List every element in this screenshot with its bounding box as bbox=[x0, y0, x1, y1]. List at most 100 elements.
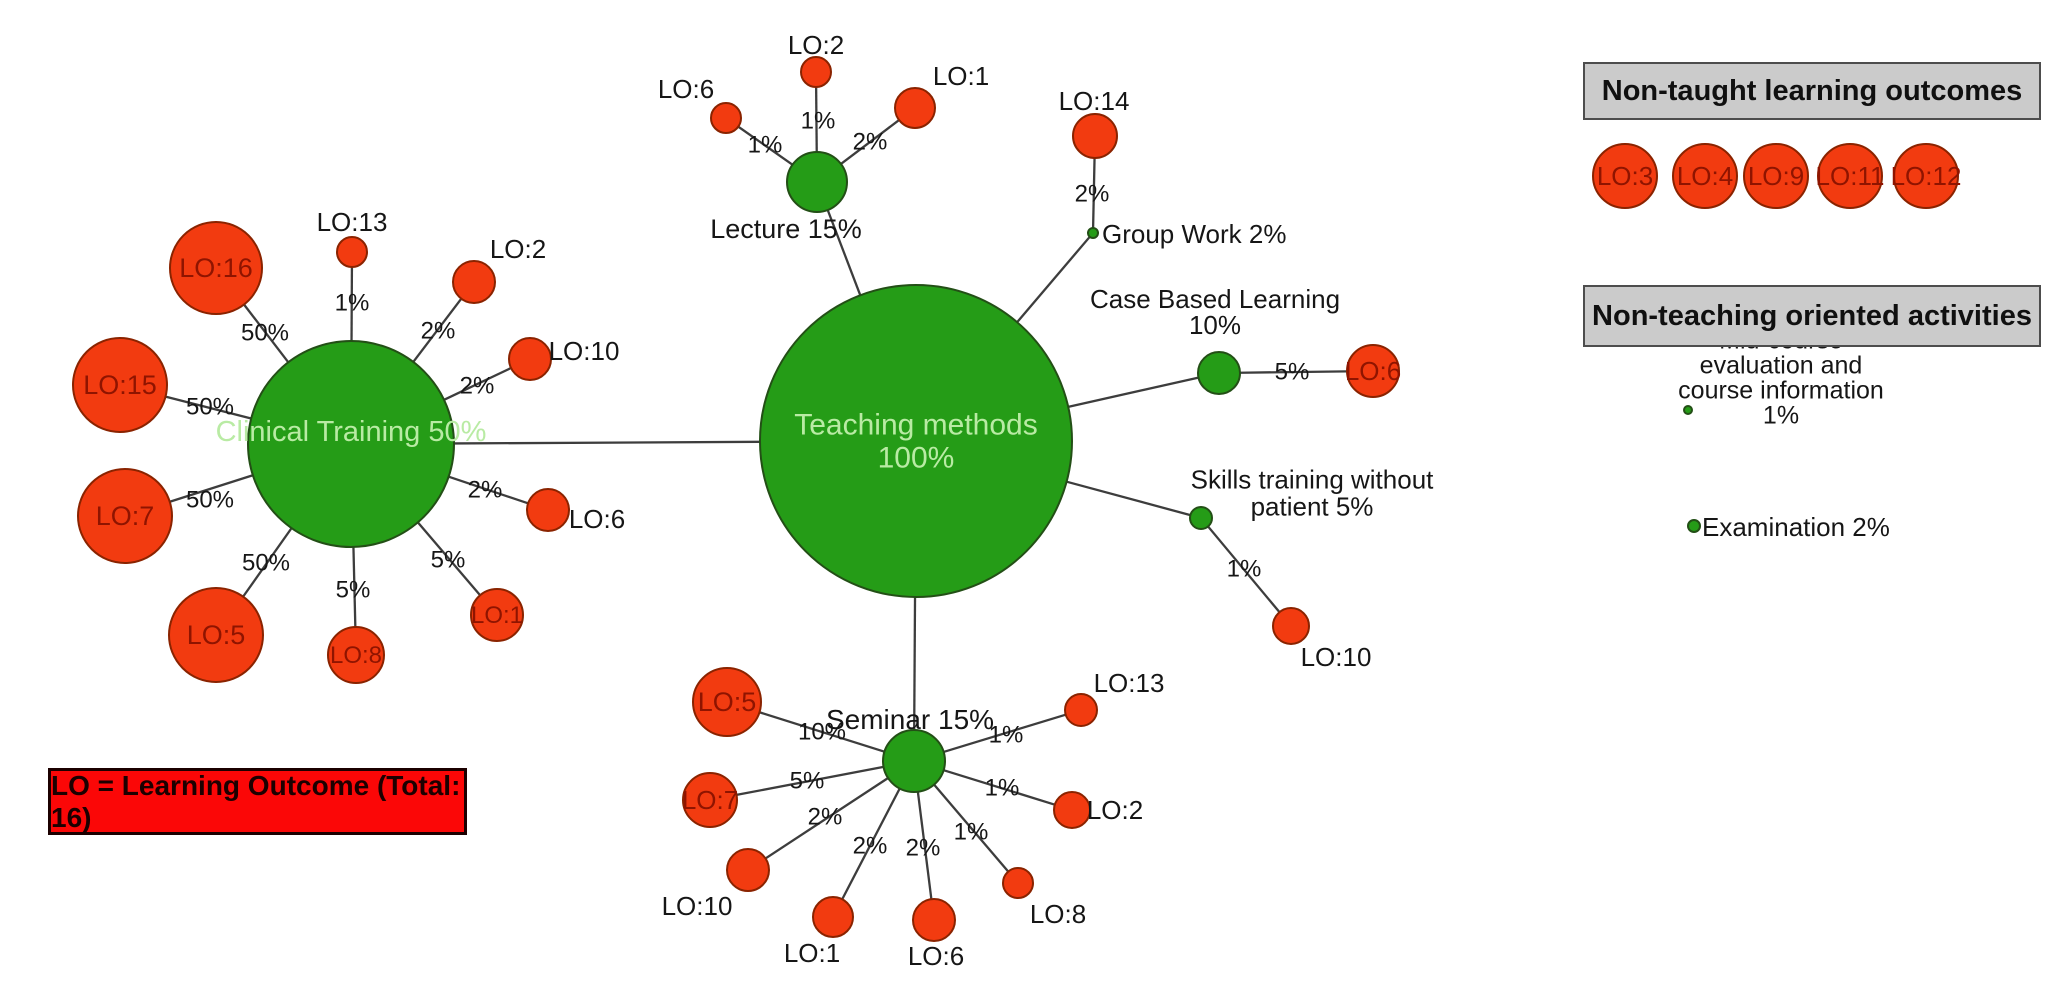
node-label-lo5-seminar: LO:5 bbox=[698, 687, 757, 717]
edge-lecture-lo1-lecture bbox=[840, 119, 900, 165]
edge-label-clinical-training-lo10-clinical: 2% bbox=[460, 373, 495, 400]
edge-label-skills-training-lo10-skills: 1% bbox=[1227, 556, 1262, 583]
edge-seminar-lo6-seminar bbox=[916, 791, 933, 900]
edge-clinical-training-lo10-clinical bbox=[443, 366, 512, 401]
edge-seminar-lo13-seminar bbox=[943, 713, 1067, 754]
node-lo9 bbox=[1743, 143, 1809, 209]
node-lo6-clinical bbox=[526, 488, 570, 532]
node-lo8-seminar bbox=[1002, 867, 1034, 899]
node-examination-dot bbox=[1687, 519, 1701, 533]
edge-seminar-lo8-seminar bbox=[933, 783, 1010, 873]
node-label-lo10-seminar: LO:10 bbox=[662, 891, 733, 921]
node-label-lo4: LO:4 bbox=[1677, 161, 1733, 191]
edge-label-lecture-lo2-lecture: 1% bbox=[801, 108, 836, 135]
edge-label-group-work-lo14: 2% bbox=[1075, 181, 1110, 208]
node-label-lo6-seminar: LO:6 bbox=[908, 941, 964, 971]
node-label-lo7-clinical: LO:7 bbox=[96, 501, 155, 531]
node-label-teaching-methods: Teaching methods 100% bbox=[794, 408, 1038, 474]
node-label-lo7-seminar: LO:7 bbox=[682, 785, 738, 815]
edge-label-seminar-lo10-seminar: 2% bbox=[808, 804, 843, 831]
node-group-work bbox=[1087, 227, 1099, 239]
node-lo14 bbox=[1072, 113, 1118, 159]
node-label-skills-training: Skills training without patient 5% bbox=[1191, 465, 1435, 522]
node-label-lo15: LO:15 bbox=[83, 370, 157, 400]
edge-group-work-lo14 bbox=[1091, 157, 1096, 229]
edge-label-clinical-training-lo16: 50% bbox=[241, 320, 289, 347]
node-label-lo10-skills: LO:10 bbox=[1301, 642, 1372, 672]
edge-label-clinical-training-lo15: 50% bbox=[186, 394, 234, 421]
node-label-lo12: LO:12 bbox=[1891, 161, 1962, 191]
node-lo1-lecture bbox=[894, 87, 936, 129]
edge-label-seminar-lo13-seminar: 1% bbox=[989, 722, 1024, 749]
edge-label-clinical-training-lo2-clinical: 2% bbox=[421, 318, 456, 345]
node-label-lo1-clinical: LO:1 bbox=[471, 602, 523, 629]
edge-label-lecture-lo1-lecture: 2% bbox=[853, 129, 888, 156]
edge-teaching-methods-skills-training bbox=[1066, 480, 1191, 517]
node-label-clinical-training: Clinical Training 50% bbox=[216, 416, 487, 448]
edge-label-clinical-training-lo7-clinical: 50% bbox=[186, 487, 234, 514]
node-label-lo8-seminar: LO:8 bbox=[1030, 899, 1086, 929]
edge-clinical-training-lo8-clinical bbox=[352, 546, 357, 628]
edge-clinical-training-lo7-clinical bbox=[169, 474, 254, 503]
node-lo13-seminar bbox=[1064, 693, 1098, 727]
edge-teaching-methods-clinical-training bbox=[453, 440, 761, 445]
node-mid-course-dot bbox=[1683, 405, 1693, 415]
edge-label-seminar-lo7-seminar: 5% bbox=[790, 768, 825, 795]
edge-clinical-training-lo6-clinical bbox=[448, 475, 529, 505]
edge-label-seminar-lo8-seminar: 1% bbox=[954, 819, 989, 846]
edge-case-based-learning-lo6-cbl bbox=[1239, 370, 1348, 374]
edge-teaching-methods-lecture bbox=[826, 209, 862, 296]
edge-teaching-methods-seminar bbox=[913, 596, 917, 731]
node-label-case-based-learning: Case Based Learning 10% bbox=[1090, 284, 1340, 340]
node-lo10-seminar bbox=[726, 848, 770, 892]
node-label-lo6-cbl: LO:6 bbox=[1345, 356, 1401, 386]
panel-header-non-teaching-label: Non-teaching oriented activities bbox=[1592, 299, 2032, 332]
node-label-lo5-clinical: LO:5 bbox=[187, 620, 246, 650]
node-label-lo11: LO:11 bbox=[1816, 161, 1885, 191]
panel-header-non-taught: Non-taught learning outcomes bbox=[1583, 62, 2041, 120]
node-seminar bbox=[882, 729, 946, 793]
edge-clinical-training-lo1-clinical bbox=[417, 521, 481, 596]
edge-teaching-methods-group-work bbox=[1016, 236, 1091, 323]
node-lo11 bbox=[1817, 143, 1883, 209]
edge-seminar-lo7-seminar bbox=[736, 765, 884, 797]
node-label-group-work: Group Work 2% bbox=[1102, 219, 1286, 249]
panel-header-non-teaching: Non-teaching oriented activities bbox=[1583, 285, 2041, 347]
node-lo2-lecture bbox=[800, 56, 832, 88]
node-label-lo2-lecture: LO:2 bbox=[788, 30, 844, 60]
edge-clinical-training-lo16 bbox=[243, 303, 290, 363]
node-lo5-clinical bbox=[168, 587, 264, 683]
legend-box: LO = Learning Outcome (Total: 16) bbox=[48, 768, 467, 835]
edge-lecture-lo2-lecture bbox=[814, 86, 818, 153]
node-lo1-clinical bbox=[470, 588, 524, 642]
node-lo6-lecture bbox=[710, 102, 742, 134]
node-label-lo2-clinical: LO:2 bbox=[490, 234, 546, 264]
node-lo5-seminar bbox=[692, 667, 762, 737]
node-clinical-training bbox=[247, 340, 455, 548]
node-lo2-seminar bbox=[1053, 791, 1091, 829]
node-label-lo2-seminar: LO:2 bbox=[1087, 795, 1143, 825]
edge-lecture-lo6-lecture bbox=[737, 125, 794, 166]
edge-seminar-lo2-seminar bbox=[943, 769, 1056, 806]
node-case-based-learning bbox=[1197, 351, 1241, 395]
node-label-lo14: LO:14 bbox=[1059, 86, 1130, 116]
edge-label-clinical-training-lo8-clinical: 5% bbox=[336, 577, 371, 604]
edge-seminar-lo10-seminar bbox=[764, 777, 889, 860]
node-lo15 bbox=[72, 337, 168, 433]
edge-clinical-training-lo5-clinical bbox=[242, 527, 293, 598]
legend-text: LO = Learning Outcome (Total: 16) bbox=[51, 769, 461, 833]
node-label-lo6-clinical: LO:6 bbox=[569, 504, 625, 534]
edge-label-seminar-lo6-seminar: 2% bbox=[906, 835, 941, 862]
node-label-lo13-seminar: LO:13 bbox=[1094, 668, 1165, 698]
edge-teaching-methods-case-based-learning bbox=[1067, 376, 1199, 408]
node-label-lo8-clinical: LO:8 bbox=[330, 642, 382, 669]
node-label-lecture: Lecture 15% bbox=[710, 214, 862, 244]
node-label-lo3: LO:3 bbox=[1597, 161, 1653, 191]
node-lo6-seminar bbox=[912, 898, 956, 942]
node-label-lo16: LO:16 bbox=[179, 253, 253, 283]
node-label-lo10-clinical: LO:10 bbox=[549, 336, 620, 366]
edge-clinical-training-lo15 bbox=[165, 395, 252, 420]
node-label-lo1-seminar: LO:1 bbox=[784, 938, 840, 968]
